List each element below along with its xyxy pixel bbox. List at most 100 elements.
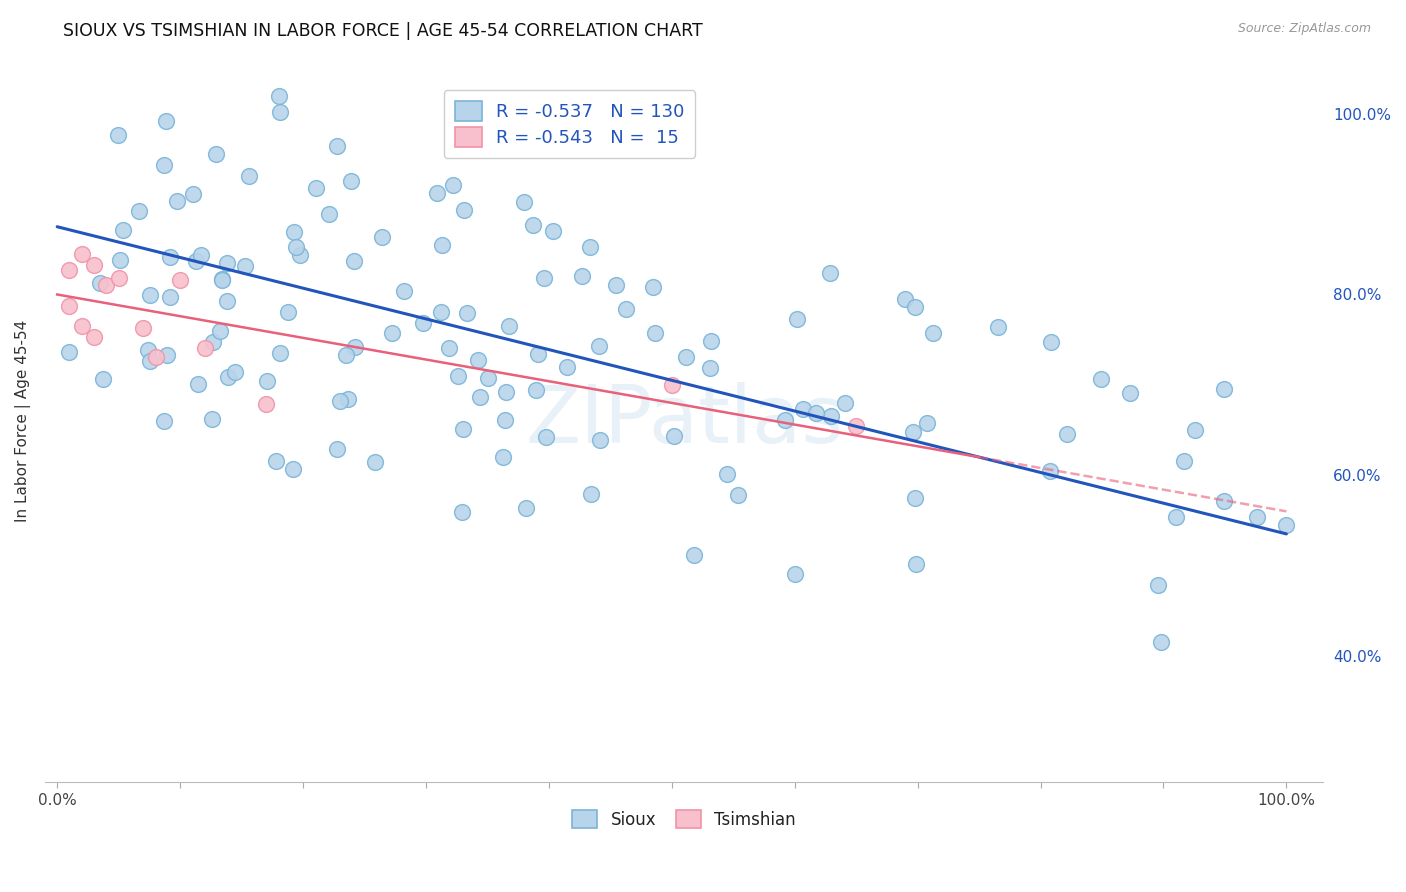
Point [281, 462, 304, 476]
Point [451, 422, 474, 436]
Point [217, 256, 239, 270]
Point [536, 429, 558, 443]
Point [254, 396, 277, 410]
Point [845, 419, 868, 434]
Text: ZIPatlas: ZIPatlas [524, 382, 844, 460]
Point [412, 316, 434, 330]
Point [834, 396, 856, 410]
Point [522, 218, 544, 232]
Point [107, 128, 129, 142]
Point [335, 348, 357, 362]
Point [498, 318, 520, 333]
Point [716, 467, 738, 481]
Point [58, 299, 80, 313]
Point [1056, 426, 1078, 441]
Point [904, 558, 927, 572]
Point [541, 224, 564, 238]
Point [426, 186, 449, 200]
Point [159, 290, 181, 304]
Point [156, 348, 179, 362]
Point [447, 369, 470, 384]
Point [904, 300, 927, 314]
Point [83, 258, 105, 272]
Point [183, 187, 205, 202]
Point [285, 240, 308, 254]
Point [342, 254, 364, 268]
Point [190, 248, 212, 262]
Point [89, 276, 111, 290]
Point [1173, 454, 1195, 468]
Point [1150, 634, 1173, 648]
Point [579, 487, 602, 501]
Point [915, 417, 938, 431]
Point [128, 203, 150, 218]
Point [267, 88, 290, 103]
Point [571, 269, 593, 284]
Point [904, 491, 927, 505]
Point [238, 169, 260, 183]
Point [441, 178, 464, 193]
Point [901, 425, 924, 439]
Point [370, 230, 392, 244]
Point [555, 360, 578, 375]
Point [494, 413, 516, 427]
Point [661, 377, 683, 392]
Point [70, 318, 93, 333]
Point [792, 402, 814, 417]
Point [194, 341, 217, 355]
Point [318, 207, 340, 221]
Point [326, 139, 349, 153]
Point [1119, 386, 1142, 401]
Point [91, 372, 114, 386]
Point [1213, 382, 1236, 396]
Point [1040, 335, 1063, 350]
Point [209, 324, 232, 338]
Point [326, 442, 349, 457]
Point [344, 340, 367, 354]
Point [1164, 509, 1187, 524]
Point [70, 246, 93, 260]
Point [675, 350, 697, 364]
Point [662, 429, 685, 443]
Point [166, 194, 188, 208]
Point [290, 248, 312, 262]
Point [820, 409, 842, 424]
Point [139, 288, 162, 302]
Point [456, 306, 478, 320]
Point [256, 374, 278, 388]
Point [340, 174, 363, 188]
Point [699, 361, 721, 376]
Point [155, 114, 177, 128]
Point [337, 392, 360, 406]
Point [211, 271, 233, 285]
Point [269, 105, 291, 120]
Point [468, 391, 491, 405]
Point [727, 488, 749, 502]
Point [139, 354, 162, 368]
Point [145, 350, 167, 364]
Point [136, 343, 159, 358]
Point [806, 406, 828, 420]
Point [224, 365, 246, 379]
Point [1039, 464, 1062, 478]
Point [430, 238, 453, 252]
Point [205, 146, 228, 161]
Point [429, 305, 451, 319]
Point [201, 334, 224, 349]
Point [588, 339, 610, 353]
Point [58, 262, 80, 277]
Point [818, 266, 841, 280]
Point [641, 279, 664, 293]
Point [515, 501, 537, 516]
Point [58, 345, 80, 359]
Point [605, 278, 627, 293]
Point [277, 304, 299, 318]
Point [527, 347, 550, 361]
Point [785, 566, 807, 581]
Point [437, 341, 460, 355]
Point [381, 326, 404, 340]
Point [1274, 517, 1296, 532]
Point [132, 320, 155, 334]
Point [987, 320, 1010, 334]
Point [683, 548, 706, 562]
